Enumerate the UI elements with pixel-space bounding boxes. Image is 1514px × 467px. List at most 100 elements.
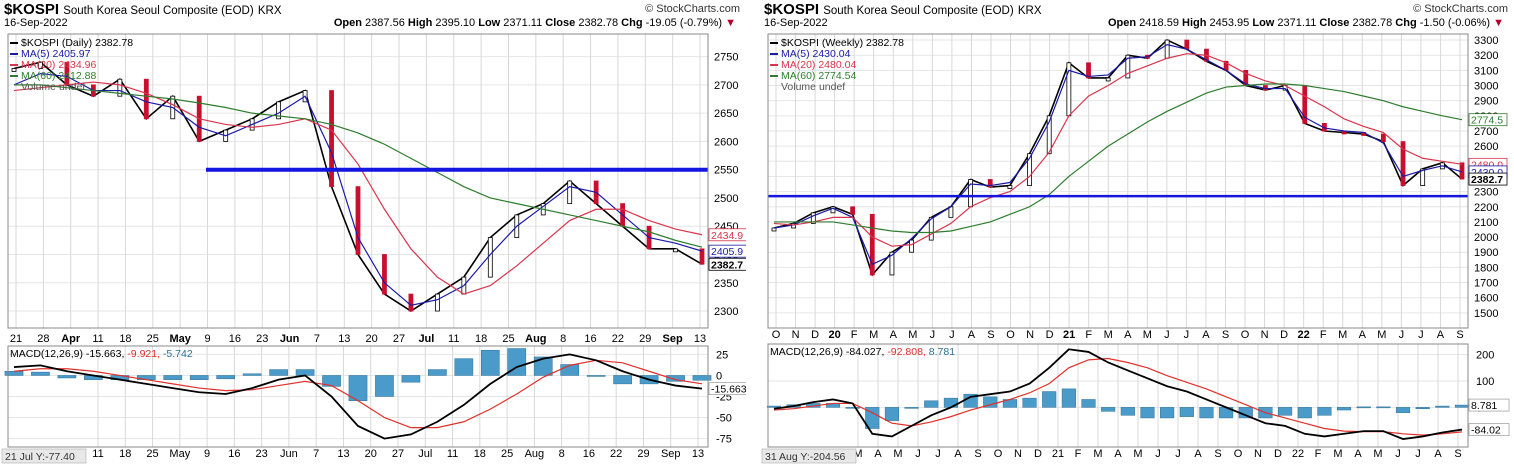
macd-histogram-bar: [845, 407, 860, 409]
price-tick-label: 2600: [1474, 141, 1498, 153]
price-tick-label: 2700: [714, 80, 738, 92]
macd-histogram-bar: [269, 369, 288, 376]
macd-histogram-bar: [692, 375, 712, 381]
price-candle: [1184, 39, 1190, 50]
macd-x-tick-label: M: [1133, 448, 1142, 460]
macd-x-tick-label: D: [1034, 448, 1042, 460]
price-candle: [38, 61, 43, 69]
macd-x-tick-label: 22: [610, 448, 622, 460]
x-tick-label: 21: [10, 333, 22, 345]
x-tick-label: 16: [229, 333, 241, 345]
x-tick-label: Sep: [663, 333, 683, 345]
cursor-readout: 31 Aug Y:-204.56: [765, 451, 846, 463]
price-candle: [1086, 62, 1091, 79]
macd-tag-label: -84.02: [1471, 425, 1501, 437]
macd-x-tick-label: A: [1354, 448, 1362, 460]
series-line-ma20: [773, 53, 1463, 247]
close-value: 2382.78: [578, 17, 619, 29]
chart-panel-weekly: $KOSPI South Korea Seoul Composite (EOD)…: [760, 0, 1514, 467]
price-tick-label: 2550: [714, 165, 738, 177]
price-tick-label: 2350: [714, 278, 738, 290]
cursor-readout-box: [1, 448, 87, 464]
macd-x-tick-label: 7: [313, 448, 319, 460]
stockcharts-brand[interactable]: © StockCharts.com: [1413, 3, 1508, 15]
macd-histogram-bar: [766, 405, 782, 408]
macd-tick-label: -75: [716, 434, 732, 446]
macd-x-tick-label: 22: [1292, 448, 1304, 460]
macd-histogram-bar: [1395, 407, 1411, 413]
macd-x-tick-label: 9: [204, 448, 210, 460]
chart-svg-daily[interactable]: 2750270026502600255025002450240023502300…: [0, 0, 746, 467]
x-tick-label: M: [1338, 329, 1347, 341]
macd-x-tick-label: N: [1014, 448, 1022, 460]
macd-histogram-bar: [1454, 404, 1470, 408]
macd-x-tick-label: 20: [365, 448, 377, 460]
price-tick-label: 2700: [1474, 126, 1498, 138]
macd-x-tick-label: F: [1075, 448, 1082, 460]
price-candle: [673, 248, 678, 253]
series-line-ma5: [773, 43, 1463, 266]
chart-svg-weekly[interactable]: 3300320031003000290028002700260025002400…: [760, 0, 1514, 467]
series-line-ma20: [13, 81, 703, 295]
stockcharts-brand[interactable]: © StockCharts.com: [645, 3, 740, 15]
open-value: 2387.56: [365, 17, 405, 29]
macd-x-tick-label: A: [1114, 448, 1122, 460]
chart-date: 16-Sep-2022: [4, 17, 68, 29]
price-tick-label: 2300: [1474, 187, 1498, 199]
low-label: Low: [1252, 17, 1275, 29]
macd-histogram-bar: [1278, 407, 1293, 416]
macd-tag-box: [1468, 423, 1510, 436]
x-tick-label: F: [1085, 329, 1092, 341]
x-tick-label: 28: [37, 333, 49, 345]
price-tick-label: 2900: [1474, 96, 1498, 108]
macd-histogram-bar: [943, 397, 958, 408]
series-line-ma60: [774, 83, 1463, 234]
open-value: 2418.59: [1139, 17, 1179, 29]
price-candle: [11, 68, 17, 72]
x-tick-label: J: [1164, 329, 1170, 341]
macd-tag-box: [708, 382, 746, 395]
price-candle: [276, 101, 282, 120]
symbol-title: $KOSPI South Korea Seoul Composite (EOD)…: [4, 1, 282, 18]
price-candle: [1125, 54, 1131, 79]
x-tick-label: S: [987, 329, 994, 341]
ohlc-readout: Open 2387.56 High 2395.10 Low 2371.11 Cl…: [334, 17, 736, 29]
macd-tick-label: -50: [716, 413, 732, 425]
price-candle: [889, 251, 895, 276]
x-tick-label: F: [851, 329, 858, 341]
macd-x-tick-label: M: [893, 448, 902, 460]
macd-histogram-bar: [1061, 388, 1076, 408]
macd-line: [773, 348, 1463, 441]
macd-histogram-bar: [1022, 397, 1037, 408]
x-tick-label: 27: [393, 333, 405, 345]
macd-histogram-bar: [1297, 407, 1312, 419]
x-tick-label: O: [772, 329, 781, 341]
price-tick-label: 2200: [1474, 202, 1498, 214]
price-tick-label: 1600: [1474, 293, 1498, 305]
x-tick-label: J: [1399, 329, 1405, 341]
macd-frame: [7, 345, 709, 448]
macd-x-tick-label: Jul: [418, 448, 432, 460]
macd-x-tick-label: 8: [559, 448, 565, 460]
cursor-readout: 21 Jul Y:-77.40: [5, 451, 75, 463]
x-tick-label: A: [1124, 329, 1132, 341]
low-value: 2371.11: [1277, 17, 1317, 29]
price-candle: [143, 78, 149, 120]
macd-x-tick-label: M: [1373, 448, 1382, 460]
macd-x-tick-label: J: [935, 448, 941, 460]
price-tick-label: 2000: [1474, 232, 1498, 244]
price-candle: [869, 213, 875, 276]
x-tick-label: O: [1241, 329, 1250, 341]
macd-histogram-bar: [1179, 407, 1194, 417]
x-tick-label: S: [1456, 329, 1463, 341]
x-tick-label: A: [968, 329, 976, 341]
macd-value: MACD(12,26,9): [10, 348, 86, 360]
price-tag-box: [1468, 172, 1508, 186]
x-tick-label: 25: [147, 333, 159, 345]
macd-histogram-bar: [1140, 407, 1155, 419]
x-tick-label: 8: [560, 333, 566, 345]
price-candle: [1164, 39, 1170, 59]
macd-histogram-bar: [216, 375, 236, 380]
close-label: Close: [1319, 17, 1350, 29]
macd-value: -84.027,: [846, 346, 887, 358]
